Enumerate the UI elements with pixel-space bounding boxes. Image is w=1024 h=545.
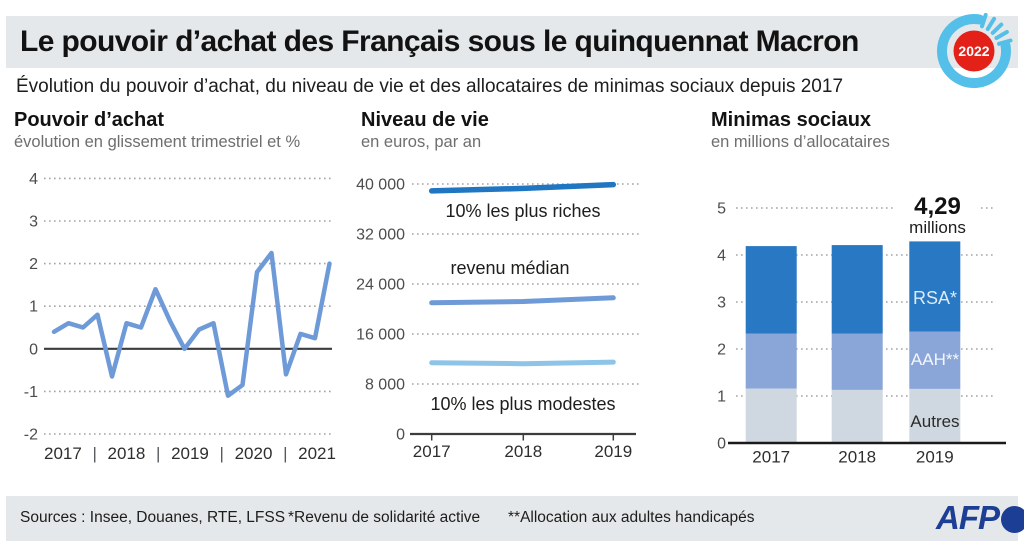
note-aah: **Allocation aux adultes handicapés (508, 509, 755, 526)
chart1-subtitle: évolution en glissement trimestriel et % (14, 133, 301, 151)
x-year-label: 2018 (107, 444, 146, 463)
svg-text:2: 2 (29, 256, 38, 273)
label-modestes: 10% les plus modestes (430, 394, 616, 414)
svg-text:1: 1 (29, 299, 38, 316)
x-label-separator: | (156, 444, 161, 463)
annotation-unit: millions (909, 218, 966, 238)
afp-logo-dot-icon (1001, 505, 1024, 533)
svg-text:2019: 2019 (594, 442, 632, 461)
svg-text:2017: 2017 (752, 448, 790, 467)
x-label-separator: | (92, 444, 97, 463)
page-subtitle: Évolution du pouvoir d’achat, du niveau … (16, 76, 844, 97)
svg-text:2018: 2018 (504, 442, 542, 461)
svg-text:24 000: 24 000 (356, 277, 405, 294)
svg-text:40 000: 40 000 (356, 177, 405, 194)
svg-text:2: 2 (717, 342, 726, 359)
badge-year-label: 2022 (958, 43, 989, 59)
chart2-title: Niveau de vie (361, 109, 489, 131)
svg-text:8 000: 8 000 (365, 377, 405, 394)
svg-text:0: 0 (396, 427, 405, 444)
x-year-label: 2021 (298, 444, 336, 463)
x-label-separator: | (219, 444, 224, 463)
niveau-de-vie-line-chart: 40 000 32 000 24 000 16 000 8 000 0 2017 2018 20… (356, 177, 642, 461)
svg-text:32 000: 32 000 (356, 227, 405, 244)
year-2022-badge-icon: 2022 (937, 12, 1013, 88)
x-year-label: 2019 (171, 444, 209, 463)
label-rsa: RSA* (912, 288, 957, 308)
svg-text:-1: -1 (24, 384, 38, 401)
svg-text:3: 3 (717, 295, 726, 312)
svg-text:-2: -2 (24, 427, 38, 444)
minimas-sociaux-bar-chart: 5 4 3 2 1 0 2017 2018 2019 (717, 201, 1006, 467)
chart3-title: Minimas sociaux (711, 109, 872, 131)
footer-bar: Sources : Insee, Douanes, RTE, LFSS *Rev… (6, 496, 1024, 541)
svg-text:0: 0 (29, 341, 38, 358)
label-aah: AAH** (910, 350, 960, 369)
svg-text:2017: 2017 (413, 442, 451, 461)
sources-text: Sources : Insee, Douanes, RTE, LFSS (20, 509, 286, 526)
svg-text:1: 1 (717, 389, 726, 406)
x-label-separator: | (283, 444, 288, 463)
x-year-label: 2020 (234, 444, 273, 463)
chart3-subtitle: en millions d’allocataires (711, 133, 890, 151)
svg-text:3: 3 (29, 214, 38, 231)
chart1-title: Pouvoir d’achat (14, 109, 165, 131)
chart1-x-axis-labels: 2017 | 2018 | 2019 | 2020 | 2021 (44, 444, 336, 464)
label-autres: Autres (910, 412, 960, 431)
svg-text:4: 4 (29, 171, 38, 188)
svg-text:16 000: 16 000 (356, 327, 405, 344)
svg-text:0: 0 (717, 436, 726, 453)
header-bar: Le pouvoir d’achat des Français sous le … (6, 16, 1018, 68)
label-riches: 10% les plus riches (445, 201, 601, 221)
chart2-subtitle: en euros, par an (361, 133, 482, 151)
svg-text:2018: 2018 (838, 448, 876, 467)
label-revenu-median: revenu médian (450, 258, 570, 278)
svg-text:2019: 2019 (916, 448, 954, 467)
total-2019-annotation: 4,29 millions (895, 193, 980, 238)
svg-text:5: 5 (717, 201, 726, 218)
afp-logo: AFP (936, 499, 1024, 537)
x-year-label: 2017 (44, 444, 82, 463)
afp-logo-text: AFP (936, 499, 1000, 536)
annotation-value: 4,29 (914, 193, 961, 220)
svg-text:4: 4 (717, 248, 726, 265)
note-rsa: *Revenu de solidarité active (288, 509, 481, 526)
pouvoir-achat-line-chart: 4 3 2 1 0 -1 -2 (24, 171, 332, 444)
page-title: Le pouvoir d’achat des Français sous le … (20, 25, 859, 58)
